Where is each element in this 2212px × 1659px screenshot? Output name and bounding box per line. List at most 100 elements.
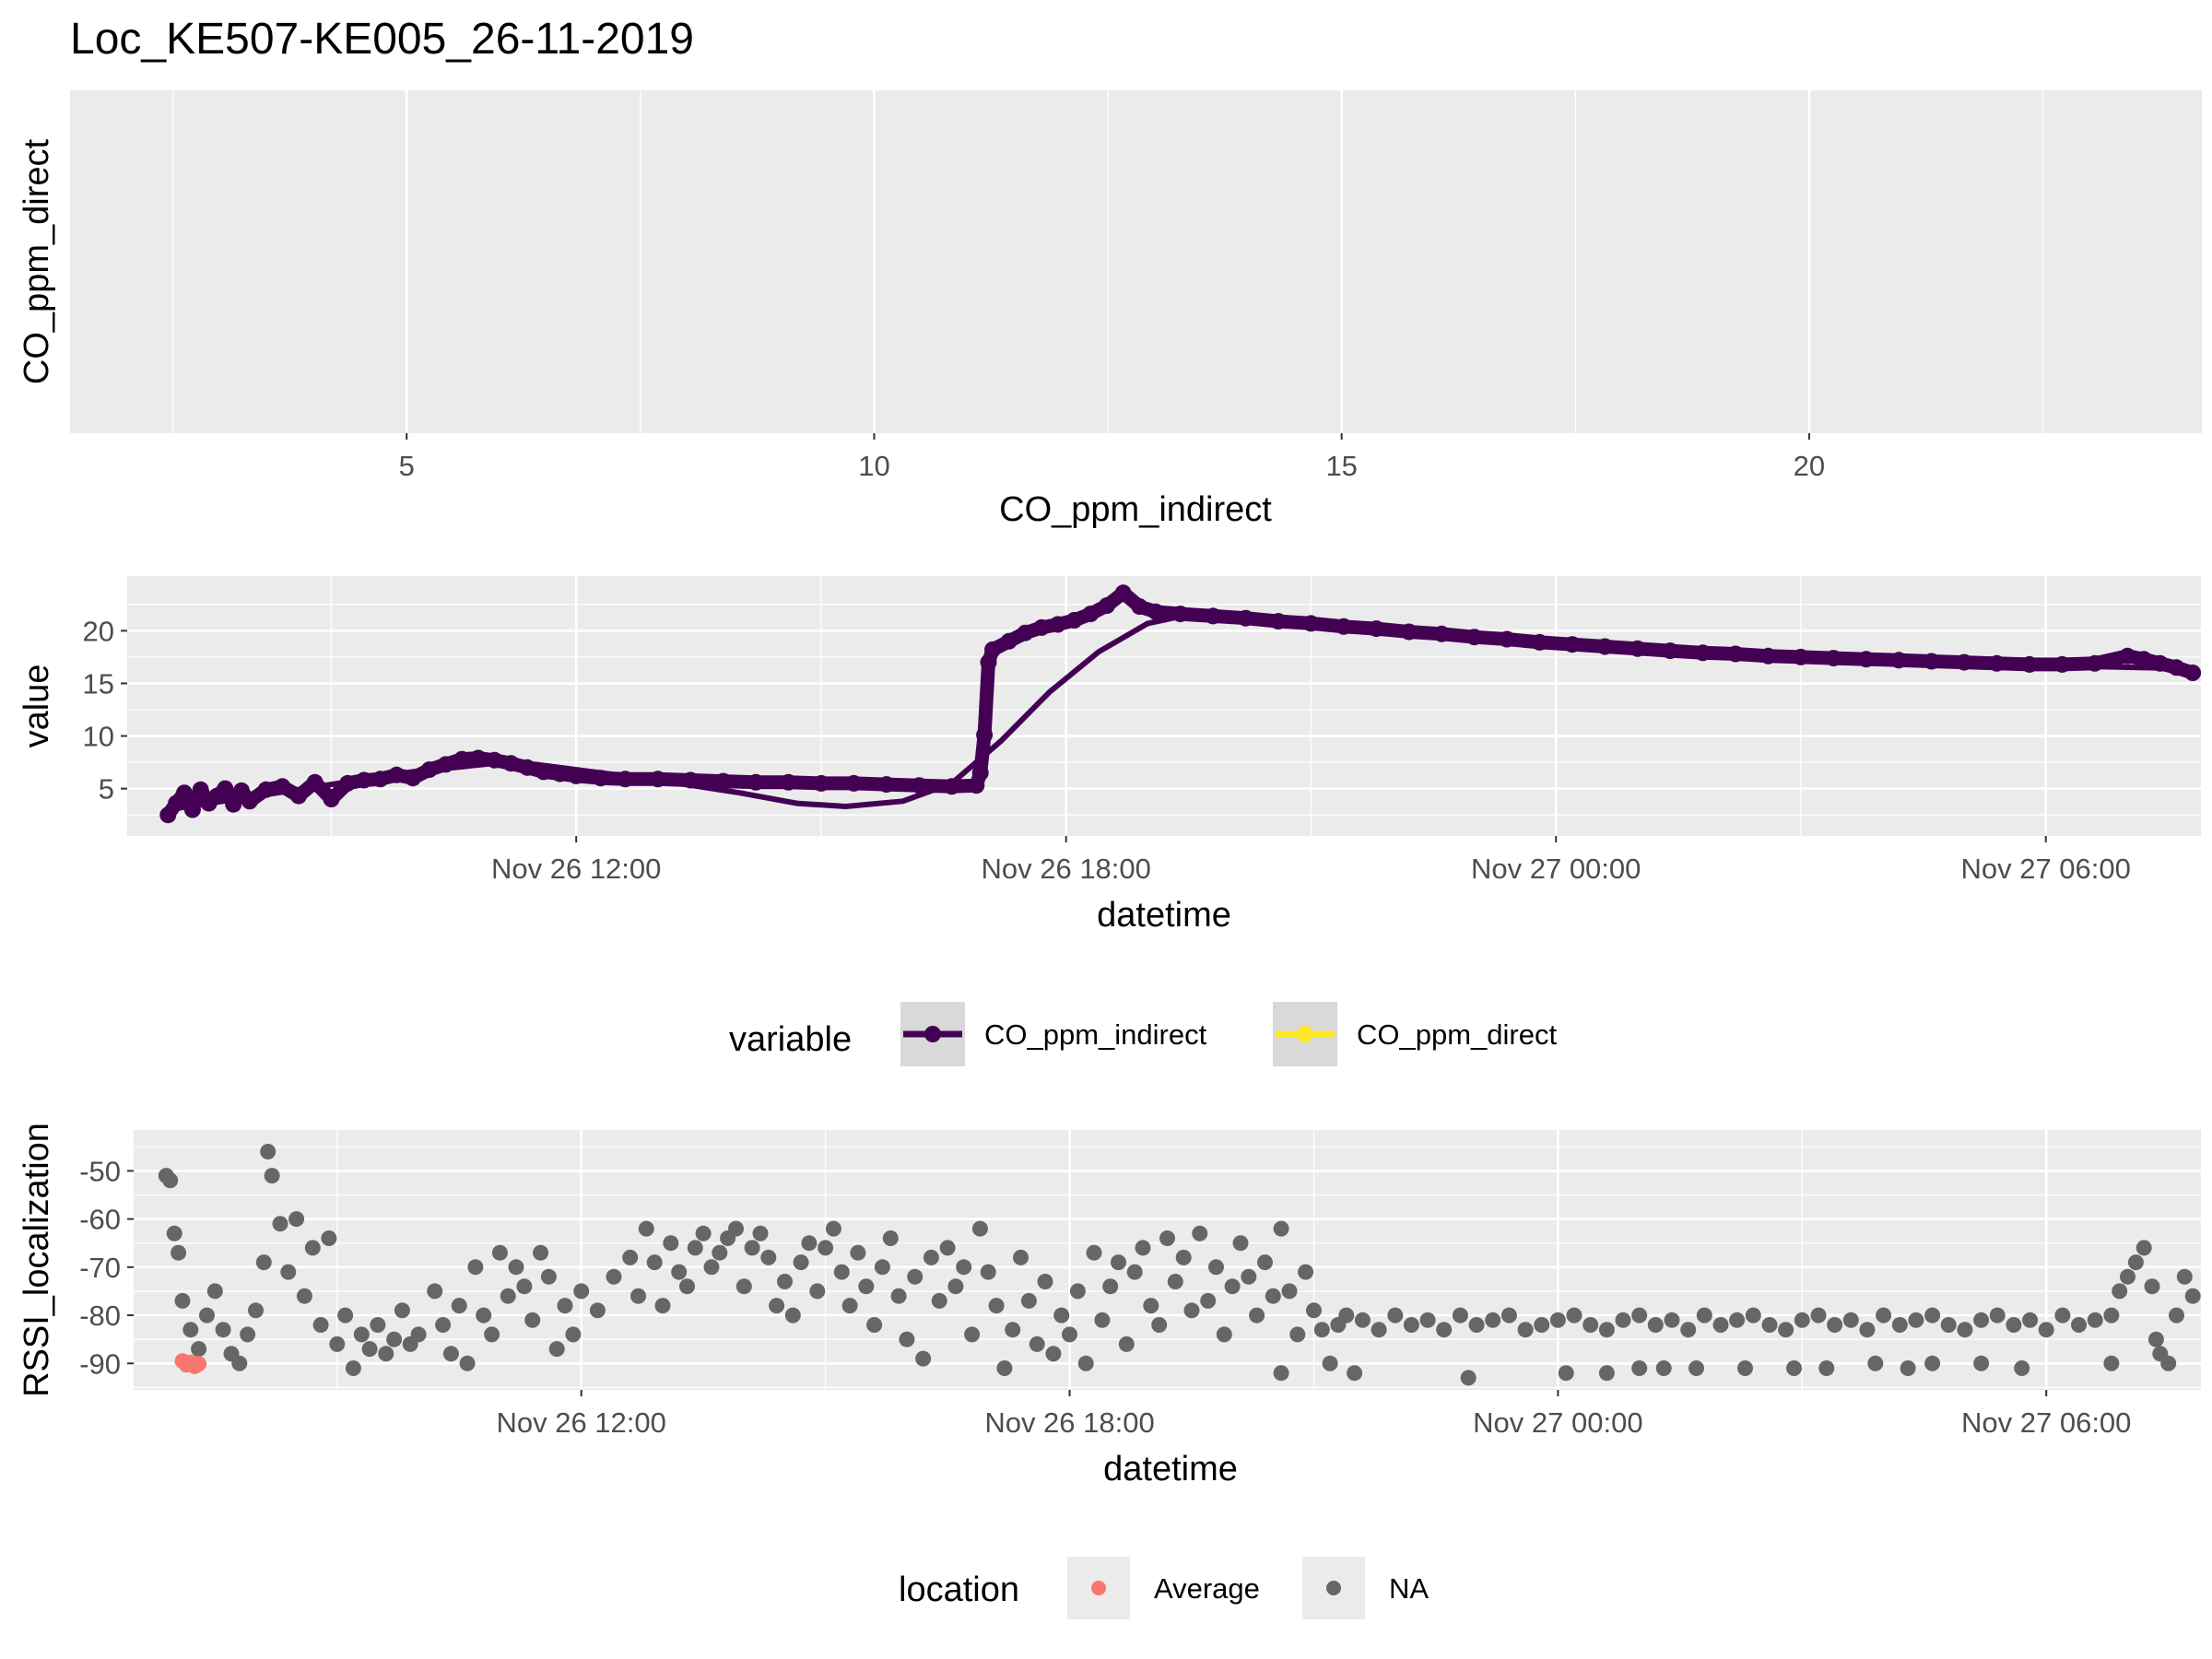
rssi-point-na (1273, 1365, 1289, 1382)
rssi-point-na (735, 1278, 752, 1295)
rssi-point-na (606, 1268, 622, 1285)
rssi-point-na (939, 1240, 956, 1256)
rssi-point-na (304, 1240, 321, 1256)
rssi-point-na (1273, 1220, 1289, 1237)
rssi-point-na (1306, 1302, 1322, 1319)
rssi-point-na (162, 1172, 179, 1189)
data-point-co-ppm-indirect (323, 791, 340, 807)
x-tick-label: 20 (1794, 450, 1825, 482)
x-tick-label: Nov 26 12:00 (491, 853, 661, 885)
data-point-co-ppm-indirect (911, 777, 928, 794)
legend-label-co-ppm-indirect: CO_ppm_indirect (984, 1018, 1207, 1051)
rssi-point-na (2136, 1240, 2152, 1256)
x-tick-label: Nov 27 06:00 (1961, 1406, 2131, 1439)
legend-key-dot-na (1326, 1581, 1341, 1595)
rssi-point-na (712, 1244, 728, 1261)
rssi-point-na (703, 1259, 720, 1276)
rssi-point-na (1598, 1322, 1615, 1338)
rssi-point-na (1818, 1360, 1835, 1376)
rssi-point-na (1745, 1307, 1761, 1324)
rssi-point-na (1200, 1292, 1217, 1309)
co-timeseries-series (159, 584, 2202, 824)
rssi-point-na (1867, 1355, 1884, 1371)
rssi-point-na (1810, 1307, 1827, 1324)
rssi-point-na (1940, 1317, 1957, 1333)
co-timeseries-x-ticks: Nov 26 12:00 Nov 26 18:00 Nov 27 00:00 Nov … (491, 836, 2131, 885)
rssi-point-na (1265, 1288, 1281, 1304)
rssi-point-na (1688, 1360, 1704, 1376)
data-point-co-ppm-indirect (453, 750, 471, 768)
rssi-point-na (312, 1317, 329, 1333)
rssi-point-na (264, 1168, 280, 1184)
data-point-co-ppm-indirect (1033, 618, 1051, 636)
rssi-point-na (1347, 1365, 1363, 1382)
smooth-line-co-ppm-indirect (165, 610, 2196, 813)
rssi-point-na (1598, 1365, 1615, 1382)
legend-label-na: NA (1389, 1572, 1429, 1605)
rssi-point-na (1989, 1307, 2006, 1324)
rssi-point-na (1583, 1317, 1599, 1333)
x-tick-label: Nov 27 00:00 (1471, 853, 1641, 885)
co-scatter-y-axis-title: CO_ppm_direct (18, 139, 56, 385)
rssi-point-na (858, 1278, 875, 1295)
rssi-point-na (1452, 1307, 1468, 1324)
co-scatter-panel: 5 10 15 20 CO_ppm_indirect CO_ppm_direct (18, 90, 2202, 529)
rssi-point-na (850, 1244, 866, 1261)
rssi-point-na (524, 1312, 541, 1328)
rssi-point-na (533, 1244, 548, 1261)
rssi-point-na (784, 1307, 801, 1324)
rssi-point-na (1876, 1307, 1892, 1324)
rssi-timeseries-panel: Nov 26 12:00 Nov 26 18:00 Nov 27 00:00 Nov … (18, 1123, 2201, 1488)
y-tick-label: 15 (83, 667, 114, 700)
rssi-point-na (1786, 1360, 1802, 1376)
data-point-co-ppm-indirect (1000, 632, 1018, 650)
rssi-point-na (451, 1298, 467, 1314)
chart-title: Loc_KE507-KE005_26-11-2019 (70, 15, 694, 64)
rssi-point-na (1647, 1317, 1664, 1333)
rssi-point-na (2103, 1307, 2120, 1324)
rssi-point-na (1167, 1274, 1183, 1289)
rssi-point-na (296, 1288, 312, 1304)
rssi-point-na (1664, 1312, 1680, 1328)
rssi-point-na (1175, 1249, 1192, 1265)
rssi-point-na (386, 1331, 403, 1347)
rssi-point-na (1387, 1307, 1404, 1324)
rssi-point-na (2103, 1355, 2120, 1371)
rssi-point-na (171, 1244, 187, 1261)
co-timeseries-y-ticks: 5 10 15 20 (83, 615, 127, 806)
rssi-point-na (288, 1211, 305, 1228)
rssi-point-na (1631, 1360, 1648, 1376)
rssi-point-na (1737, 1360, 1753, 1376)
co-scatter-grid (171, 90, 2044, 433)
data-point-co-ppm-indirect (1099, 597, 1115, 614)
rssi-point-na (1126, 1264, 1143, 1280)
rssi-point-na (1298, 1264, 1314, 1280)
rssi-point-na (1257, 1254, 1273, 1271)
rssi-point-na (1249, 1307, 1265, 1324)
rssi-point-na (1566, 1307, 1583, 1324)
rssi-point-na (971, 1220, 988, 1237)
rssi-point-na (622, 1249, 639, 1265)
rssi-point-na (1232, 1235, 1249, 1252)
rssi-point-na (1354, 1312, 1371, 1328)
rssi-point-na (793, 1254, 809, 1271)
data-point-co-ppm-indirect (813, 774, 830, 792)
rssi-point-na (1842, 1312, 1859, 1328)
rssi-point-na (2071, 1317, 2087, 1333)
rssi-point-na (1403, 1317, 1419, 1333)
rssi-point-na (956, 1259, 972, 1276)
rssi-point-na (1037, 1274, 1053, 1289)
rssi-point-na (1729, 1312, 1746, 1328)
rssi-point-na (638, 1220, 654, 1237)
rssi-point-na (1322, 1355, 1338, 1371)
rssi-point-na (206, 1283, 223, 1300)
rssi-point-na (777, 1274, 793, 1289)
rssi-point-na (1517, 1322, 1534, 1338)
rssi-point-na (1005, 1322, 1021, 1338)
rssi-point-na (1712, 1317, 1729, 1333)
data-point-co-ppm-indirect (1049, 616, 1066, 633)
rssi-point-na (1419, 1312, 1436, 1328)
rssi-point-na (2006, 1317, 2022, 1333)
y-tick-label: 5 (99, 773, 114, 806)
x-tick-label: Nov 27 00:00 (1473, 1406, 1642, 1439)
